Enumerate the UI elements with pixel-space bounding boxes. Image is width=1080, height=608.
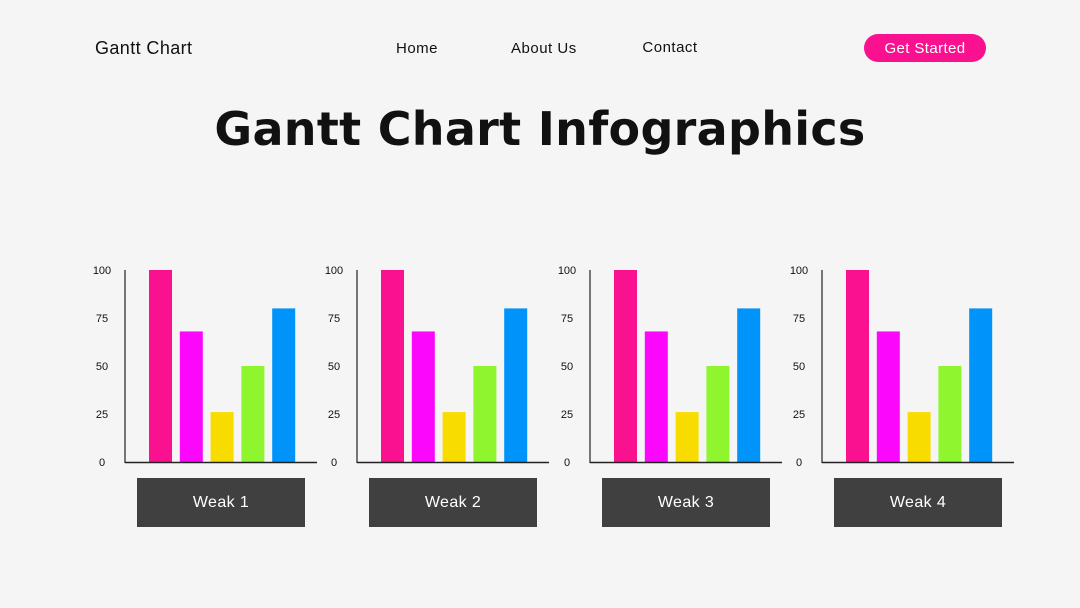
nav-about-link[interactable]: About Us [511,40,577,57]
bar [504,308,528,462]
nav-home-link[interactable]: Home [396,40,439,57]
bar-chart-week-1: 0 25 50 75 100 [88,262,318,478]
bar [938,366,962,462]
y-tick-label: 0 [796,457,802,469]
bar [706,366,730,462]
week-label: Weak 4 [834,478,1002,527]
chart-svg: 0 25 50 75 100 [93,265,317,469]
bar [210,412,234,462]
y-tick-label: 75 [561,313,573,325]
bar [241,366,265,462]
get-started-button[interactable]: Get Started [864,34,986,62]
y-tick-label: 50 [96,361,108,373]
y-tick-label: 0 [564,457,570,469]
y-tick-label: 25 [96,409,108,421]
bar [442,412,466,462]
bar-chart-week-2: 0 25 50 75 100 [320,262,550,478]
bar [907,412,931,462]
chart-svg: 0 25 50 75 100 [790,265,1014,469]
week-label: Weak 2 [369,478,537,527]
y-tick-label: 25 [328,409,340,421]
bar [614,270,637,462]
y-tick-label: 75 [328,313,340,325]
y-tick-label: 50 [793,361,805,373]
y-tick-label: 75 [96,313,108,325]
bar [675,412,699,462]
bar-chart-week-3: 0 25 50 75 100 [553,262,783,478]
bar [969,308,993,462]
bar [876,331,900,462]
bar [846,270,869,462]
bar [272,308,296,462]
bar [381,270,404,462]
week-label: Weak 1 [137,478,305,527]
bar [737,308,761,462]
bar [473,366,497,462]
y-tick-label: 50 [561,361,573,373]
y-tick-label: 0 [99,457,105,469]
bar [179,331,203,462]
y-tick-label: 75 [793,313,805,325]
nav-contact-link[interactable]: Contact [642,39,698,56]
bar [411,331,435,462]
bar-chart-week-4: 0 25 50 75 100 [785,262,1015,478]
y-tick-label: 100 [790,265,808,277]
chart-svg: 0 25 50 75 100 [325,265,549,469]
y-tick-label: 100 [93,265,111,277]
chart-svg: 0 25 50 75 100 [558,265,782,469]
week-label: Weak 3 [602,478,770,527]
brand-logo-text[interactable]: Gantt Chart [95,38,193,58]
y-tick-label: 100 [558,265,576,277]
y-tick-label: 0 [331,457,337,469]
y-tick-label: 25 [793,409,805,421]
page-title: Gantt Chart Infographics [214,102,866,156]
y-tick-label: 25 [561,409,573,421]
y-tick-label: 100 [325,265,343,277]
y-tick-label: 50 [328,361,340,373]
bar [644,331,668,462]
bar [149,270,172,462]
